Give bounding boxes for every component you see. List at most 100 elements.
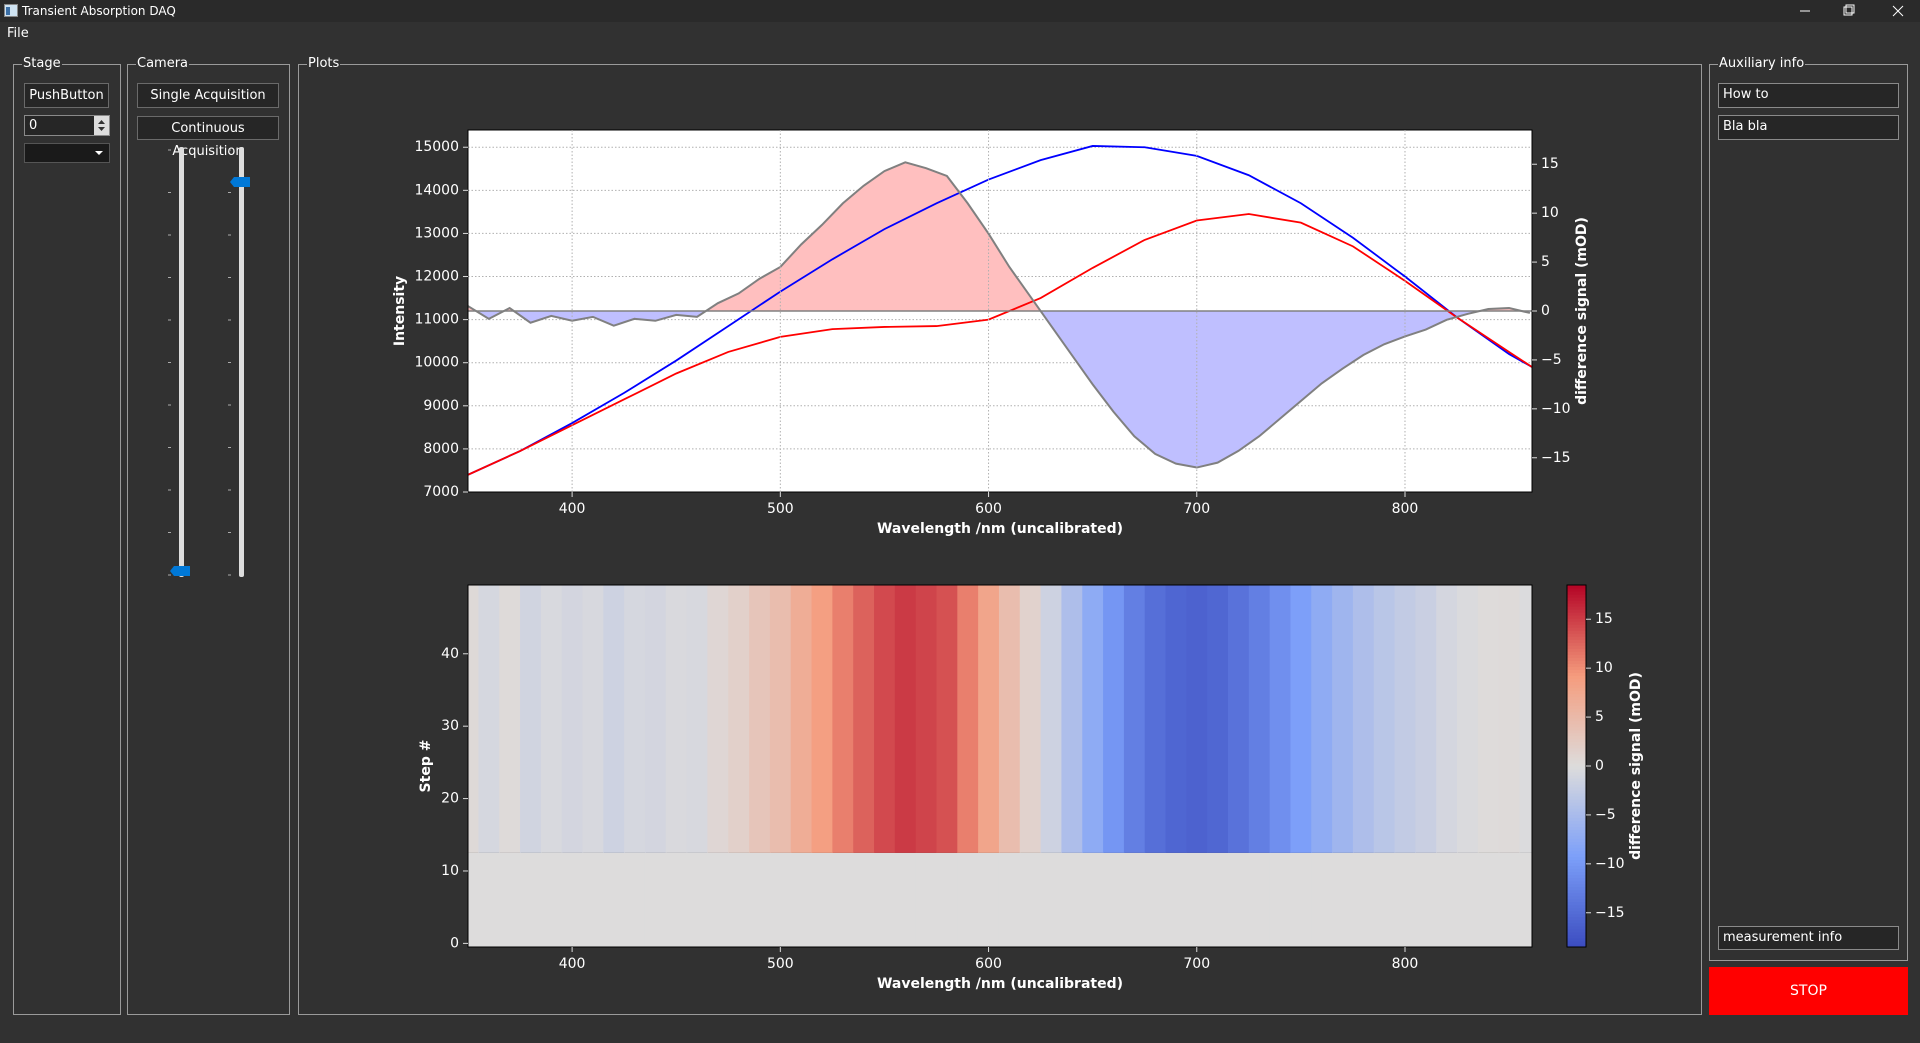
colorbar-segment [1567, 603, 1586, 607]
sliders[interactable] [160, 140, 270, 585]
colorbar-segment [1567, 669, 1586, 673]
colorbar-segment [1567, 741, 1586, 746]
colorbar-segment [1567, 889, 1586, 894]
colorbar-segment [1567, 856, 1586, 861]
stop-button[interactable]: STOP [1709, 967, 1908, 1015]
heatmap-cell [936, 585, 958, 853]
heatmap-cell [1519, 852, 1532, 947]
x-tick-label: 800 [1392, 956, 1419, 972]
heatmap-cell [1040, 585, 1063, 853]
heatmap-cell [468, 585, 480, 853]
aux-group: Auxiliary info [1709, 56, 1908, 961]
heatmap-cell [1061, 852, 1083, 947]
colorbar-segment [1567, 850, 1586, 854]
heatmap-cell [540, 852, 563, 947]
colorbar-segment [1567, 624, 1586, 628]
heatmap-cell [728, 585, 750, 853]
colorbar-segment [1567, 820, 1586, 824]
colorbar-segment [1567, 642, 1586, 646]
y-tick-label: 20 [441, 791, 459, 807]
heatmap-cell [1019, 585, 1042, 853]
colorbar-segment [1567, 657, 1586, 661]
heatmap-cell [561, 852, 584, 947]
y-tick-label: 15 [1595, 611, 1613, 627]
colorbar-segment [1567, 823, 1586, 827]
heatmap-cell [1415, 852, 1437, 947]
heatmap-cell [749, 852, 771, 947]
colorbar-segment [1567, 862, 1586, 867]
colorbar-segment [1567, 844, 1586, 848]
colorbar-segment [1567, 735, 1586, 740]
heatmap-cell [832, 585, 854, 853]
y-tick-label: −10 [1595, 856, 1625, 872]
window-controls[interactable] [1780, 0, 1920, 22]
colorbar-segment [1567, 591, 1586, 595]
heatmap-cell [1103, 852, 1125, 947]
colorbar-segment [1567, 690, 1586, 695]
colorbar-segment [1567, 883, 1586, 888]
heatmap-cell [832, 852, 854, 947]
y-tick-label: 0 [1541, 303, 1550, 319]
menu-item[interactable]: File [7, 26, 29, 41]
heatmap-cell [624, 585, 646, 853]
y-tick-label: 14000 [414, 182, 459, 198]
colorbar-segment [1567, 766, 1586, 770]
heatmap-cell [665, 585, 688, 853]
heatmap-cell [874, 852, 896, 947]
colorbar-segment [1567, 814, 1586, 818]
colorbar-segment [1567, 714, 1586, 719]
heatmap-cell [1186, 852, 1208, 947]
y-tick-label: 10 [1595, 660, 1613, 676]
colorbar-segment [1567, 759, 1586, 764]
heatmap-cell [499, 585, 521, 853]
heatmap-cell [686, 852, 709, 947]
heatmap-cell [1394, 585, 1416, 853]
heatmap-cell [1040, 852, 1063, 947]
text-field[interactable]: Bla bla [1718, 115, 1899, 140]
heatmap-cell [665, 852, 688, 947]
colorbar-segment [1567, 594, 1586, 598]
colorbar-segment [1567, 618, 1586, 622]
colorbar-segment [1567, 633, 1586, 637]
y-tick-label: 10 [1541, 205, 1559, 221]
colorbar-segment [1567, 886, 1586, 891]
y-tick-label: 8000 [423, 441, 459, 457]
colorbar-segment [1567, 841, 1586, 845]
colorbar-segment [1567, 597, 1586, 601]
colorbar-segment [1567, 796, 1586, 800]
combo-box[interactable] [24, 143, 110, 163]
colorbar-segment [1567, 793, 1586, 797]
y-tick-label: 15000 [414, 139, 459, 155]
single-acquisition-button[interactable]: Single Acquisition [137, 83, 279, 108]
heatmap-cell [1165, 585, 1187, 853]
title-bar: Transient Absorption DAQ [0, 0, 1920, 22]
colorbar-segment [1567, 913, 1586, 918]
heatmap-cell [1123, 852, 1146, 947]
colorbar-segment [1567, 853, 1586, 857]
spin-arrows[interactable] [94, 116, 109, 135]
y-tick-label: 30 [441, 718, 459, 734]
continuous-acquisition-button[interactable]: Continuous Acquisition [137, 116, 279, 159]
y-tick-label: −5 [1595, 807, 1616, 823]
push-button[interactable]: PushButton [24, 83, 109, 108]
heatmap-cell [915, 852, 938, 947]
colorbar-segment [1567, 762, 1586, 767]
line [468, 213, 1532, 476]
heatmap-cell [1207, 852, 1229, 947]
text-field[interactable]: measurement info [1718, 926, 1899, 950]
colorbar-segment [1567, 702, 1586, 707]
heatmap-cell [894, 585, 917, 853]
x-tick-label: 400 [559, 956, 586, 972]
y-tick-label: −15 [1541, 450, 1571, 466]
colorbar-segment [1567, 919, 1586, 924]
line [468, 145, 1532, 476]
heatmap-cell [644, 852, 667, 947]
spinbox[interactable]: 0 [24, 115, 110, 136]
text-field[interactable]: How to [1718, 83, 1899, 108]
heatmap-cell [1352, 852, 1375, 947]
heatmap-cell [998, 852, 1021, 947]
heatmap-cell [811, 585, 833, 853]
colorbar-segment [1567, 847, 1586, 851]
y-tick-label: 5 [1595, 709, 1604, 725]
x-axis-label: Wavelength /nm (uncalibrated) [877, 521, 1123, 537]
